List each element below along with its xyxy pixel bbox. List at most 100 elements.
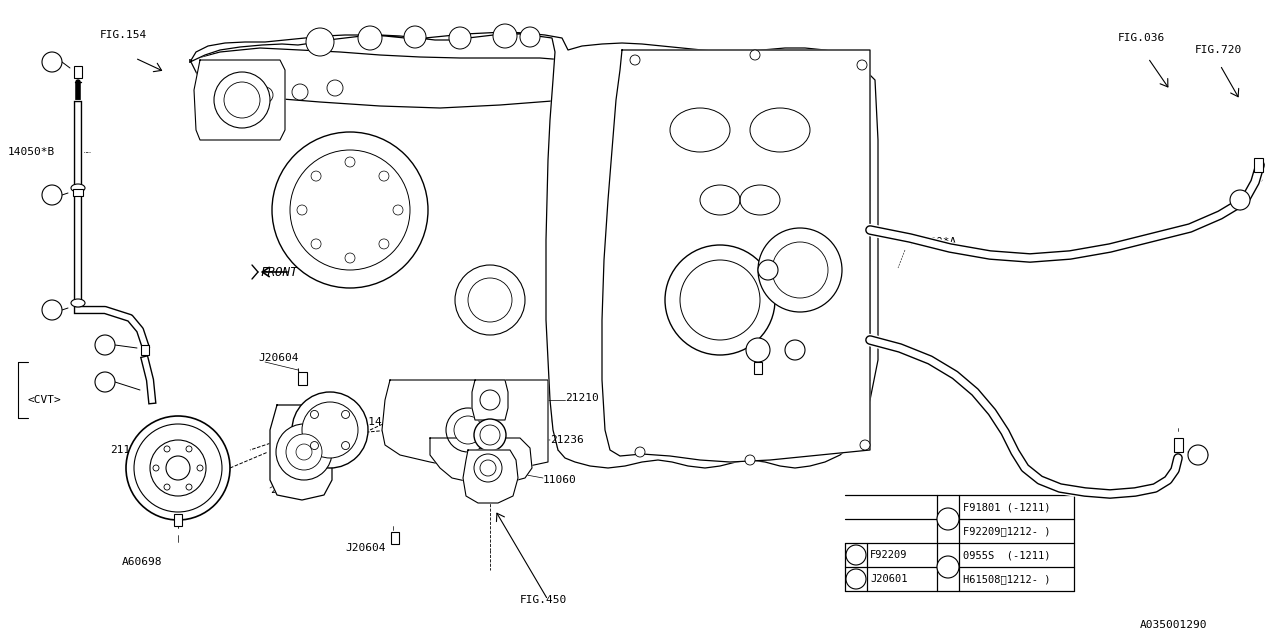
Text: 2: 2: [1236, 195, 1243, 205]
Polygon shape: [472, 380, 508, 420]
Bar: [1254, 158, 1263, 172]
Circle shape: [493, 24, 517, 48]
Circle shape: [42, 52, 61, 72]
Circle shape: [454, 416, 483, 444]
Text: J20604: J20604: [259, 353, 298, 363]
Circle shape: [134, 424, 221, 512]
Bar: [74, 66, 82, 78]
Circle shape: [758, 228, 842, 312]
Text: 21114: 21114: [348, 417, 381, 427]
Circle shape: [296, 444, 312, 460]
Circle shape: [468, 278, 512, 322]
Text: 1: 1: [792, 345, 799, 355]
Circle shape: [746, 338, 771, 362]
Text: 11060: 11060: [543, 475, 577, 485]
Bar: [390, 532, 399, 544]
Circle shape: [214, 72, 270, 128]
Circle shape: [772, 242, 828, 298]
Text: 4: 4: [945, 562, 951, 572]
Text: F92209　1212- ): F92209 1212- ): [963, 526, 1051, 536]
Polygon shape: [553, 50, 878, 465]
Text: A60698: A60698: [122, 557, 163, 567]
Circle shape: [164, 484, 170, 490]
Circle shape: [860, 440, 870, 450]
Circle shape: [306, 28, 334, 56]
Ellipse shape: [70, 299, 84, 307]
Text: 2: 2: [49, 57, 55, 67]
Polygon shape: [189, 58, 548, 460]
Text: FIG.036: FIG.036: [1117, 33, 1165, 43]
Text: FIG.720: FIG.720: [1196, 45, 1243, 55]
Text: 14050*B: 14050*B: [8, 147, 55, 157]
Circle shape: [186, 484, 192, 490]
Text: 1: 1: [765, 265, 771, 275]
Circle shape: [257, 87, 273, 103]
Text: FRONT: FRONT: [260, 266, 297, 278]
Circle shape: [42, 300, 61, 320]
Circle shape: [474, 419, 506, 451]
Circle shape: [846, 569, 867, 589]
Circle shape: [302, 402, 358, 458]
Circle shape: [154, 465, 159, 471]
Circle shape: [285, 434, 323, 470]
Text: 3: 3: [49, 305, 55, 315]
Circle shape: [346, 157, 355, 167]
Circle shape: [785, 340, 805, 360]
Circle shape: [292, 84, 308, 100]
Circle shape: [846, 545, 867, 565]
Text: 1: 1: [852, 550, 859, 560]
Polygon shape: [189, 32, 870, 468]
Ellipse shape: [70, 184, 84, 192]
Text: F92209: F92209: [870, 550, 908, 560]
Circle shape: [480, 390, 500, 410]
Polygon shape: [192, 32, 881, 474]
Text: 14050*A: 14050*A: [910, 237, 957, 247]
Polygon shape: [463, 450, 518, 503]
Circle shape: [635, 447, 645, 457]
Circle shape: [758, 260, 778, 280]
Text: H61508　1212- ): H61508 1212- ): [963, 574, 1051, 584]
Bar: [754, 362, 762, 374]
Text: FIG.450: FIG.450: [520, 595, 567, 605]
Circle shape: [166, 456, 189, 480]
Circle shape: [937, 556, 959, 578]
Circle shape: [221, 82, 238, 98]
Bar: [1174, 438, 1183, 452]
Text: 0955S  (-1211): 0955S (-1211): [963, 550, 1051, 560]
Circle shape: [379, 239, 389, 249]
Circle shape: [520, 27, 540, 47]
Circle shape: [750, 50, 760, 60]
Text: 21151: 21151: [110, 445, 143, 455]
Circle shape: [276, 424, 332, 480]
Circle shape: [454, 265, 525, 335]
Circle shape: [680, 260, 760, 340]
Polygon shape: [270, 405, 332, 500]
Polygon shape: [381, 380, 548, 470]
Circle shape: [291, 150, 410, 270]
Circle shape: [937, 508, 959, 530]
Circle shape: [186, 446, 192, 452]
Circle shape: [379, 171, 389, 181]
Circle shape: [197, 465, 204, 471]
Text: 21110: 21110: [270, 485, 303, 495]
Circle shape: [95, 372, 115, 392]
Polygon shape: [602, 50, 870, 462]
Circle shape: [164, 446, 170, 452]
Text: J20604: J20604: [346, 543, 385, 553]
Circle shape: [311, 239, 321, 249]
Bar: [298, 372, 307, 385]
Circle shape: [311, 442, 319, 449]
Text: 3: 3: [945, 514, 951, 524]
Text: 21236: 21236: [550, 435, 584, 445]
Circle shape: [224, 82, 260, 118]
Polygon shape: [189, 48, 870, 465]
Circle shape: [297, 205, 307, 215]
Circle shape: [745, 455, 755, 465]
Polygon shape: [195, 60, 285, 140]
Circle shape: [1230, 190, 1251, 210]
Circle shape: [480, 425, 500, 445]
Circle shape: [273, 132, 428, 288]
Circle shape: [358, 26, 381, 50]
Circle shape: [480, 460, 497, 476]
Text: 4: 4: [102, 340, 108, 350]
